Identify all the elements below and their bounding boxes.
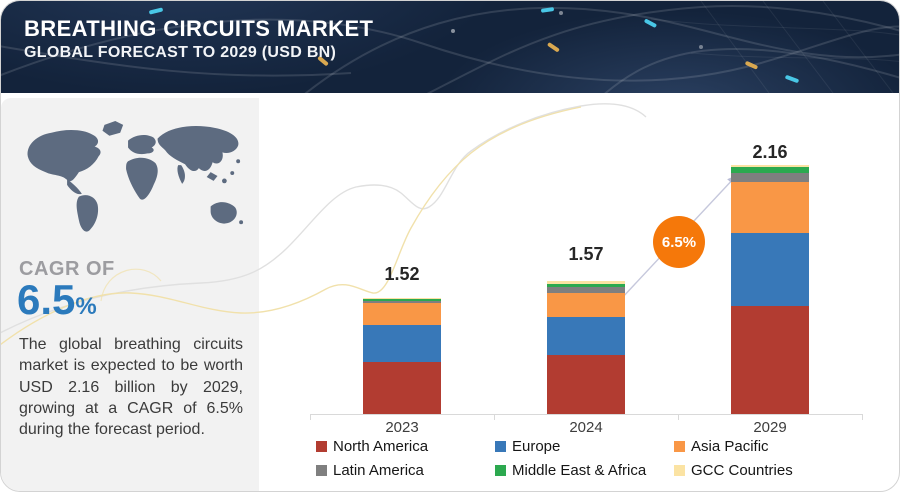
value-label-2023: 1.52 (384, 264, 420, 284)
legend-swatch-latin-america (316, 465, 327, 476)
segment-north-america-2029 (731, 306, 809, 414)
axis-tick (678, 414, 679, 420)
stacked-bar-2029 (731, 165, 809, 414)
network-lines-decoration (1, 1, 899, 93)
segment-north-america-2024 (547, 355, 625, 414)
axis-tick (494, 414, 495, 420)
legend-swatch-gcc-countries (674, 465, 685, 476)
market-description: The global breathing circuits market is … (19, 336, 243, 439)
legend-item-north-america: North America (316, 438, 495, 455)
sidebar: CAGR OF 6.5% The global breathing circui… (1, 98, 259, 491)
legend-label: Asia Pacific (691, 438, 769, 455)
legend-label: GCC Countries (691, 462, 793, 479)
category-label-2029: 2029 (753, 419, 787, 436)
cagr-number: 6.5 (17, 276, 76, 323)
category-label-2024: 2024 (569, 419, 603, 436)
legend-item-middle-east-africa: Middle East & Africa (495, 462, 674, 479)
world-map-image (27, 120, 244, 232)
legend-swatch-north-america (316, 441, 327, 452)
legend-item-latin-america: Latin America (316, 462, 495, 479)
legend-label: North America (333, 438, 429, 455)
chart-area: 6.5% 1.52 1.57 2.16 2023 2024 2029 North… (259, 98, 899, 491)
legend-item-europe: Europe (495, 438, 674, 455)
legend-label: Europe (512, 438, 561, 455)
segment-europe-2029 (731, 233, 809, 306)
segment-asia-pacific-2029 (731, 182, 809, 233)
light-dashes (149, 7, 799, 83)
stacked-bar-2024 (547, 281, 625, 414)
legend-swatch-asia-pacific (674, 441, 685, 452)
axis-tick (310, 414, 311, 420)
page-title: BREATHING CIRCUITS MARKET (24, 16, 374, 41)
x-axis (310, 414, 862, 415)
stacked-bar-2023 (363, 298, 441, 414)
cagr-value: 6.5% (17, 276, 97, 324)
segment-middle-east-africa-2029 (731, 167, 809, 173)
legend-label: Middle East & Africa (512, 462, 647, 479)
segment-asia-pacific-2023 (363, 303, 441, 325)
cagr-badge: 6.5% (653, 216, 705, 268)
legend-swatch-europe (495, 441, 506, 452)
segment-latin-america-2029 (731, 173, 809, 182)
legend-label: Latin America (333, 462, 424, 479)
page-subtitle: GLOBAL FORECAST TO 2029 (USD BN) (24, 44, 337, 61)
axis-tick (862, 414, 863, 420)
segment-north-america-2023 (363, 362, 441, 414)
segment-europe-2024 (547, 317, 625, 355)
segment-gcc-countries-2029 (731, 165, 809, 167)
cagr-percent-sign: % (75, 293, 97, 320)
legend-item-asia-pacific: Asia Pacific (674, 438, 884, 455)
value-label-2024: 1.57 (568, 244, 604, 264)
segment-asia-pacific-2024 (547, 293, 625, 317)
legend-item-gcc-countries: GCC Countries (674, 462, 884, 479)
value-label-2029: 2.16 (752, 142, 788, 162)
segment-europe-2023 (363, 325, 441, 362)
legend: North America Europe Asia Pacific Latin … (316, 438, 884, 479)
category-label-2023: 2023 (385, 419, 419, 436)
cagr-badge-label: 6.5% (661, 233, 697, 251)
legend-swatch-middle-east-africa (495, 465, 506, 476)
header-banner: BREATHING CIRCUITS MARKET GLOBAL FORECAS… (1, 1, 899, 93)
